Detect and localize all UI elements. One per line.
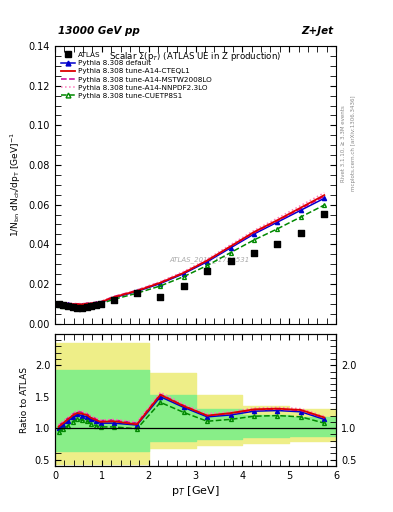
Text: mcplots.cern.ch [arXiv:1306.3436]: mcplots.cern.ch [arXiv:1306.3436]: [351, 96, 356, 191]
Point: [70, 303, 76, 311]
Point: [181, 282, 187, 290]
Point: [74, 304, 81, 312]
Point: [274, 240, 281, 248]
Text: Rivet 3.1.10, ≥ 3.3M events: Rivet 3.1.10, ≥ 3.3M events: [341, 105, 346, 182]
Point: [60, 301, 66, 309]
Text: ATLAS_2019_I1736531: ATLAS_2019_I1736531: [169, 256, 250, 263]
Point: [97, 300, 104, 308]
Point: [88, 302, 94, 310]
Point: [79, 304, 85, 312]
Text: Scalar $\Sigma$(p$_T$) (ATLAS UE in Z production): Scalar $\Sigma$(p$_T$) (ATLAS UE in Z pr…: [109, 50, 282, 63]
Point: [298, 229, 304, 238]
Point: [157, 293, 163, 301]
Point: [110, 295, 117, 304]
Point: [204, 267, 210, 275]
Point: [93, 301, 99, 309]
Point: [134, 289, 140, 297]
Text: Z+Jet: Z+Jet: [301, 27, 333, 36]
Text: 13000 GeV pp: 13000 GeV pp: [58, 27, 140, 36]
Point: [228, 257, 234, 265]
Point: [251, 249, 257, 258]
Point: [55, 300, 62, 308]
Point: [83, 303, 90, 311]
Y-axis label: Ratio to ATLAS: Ratio to ATLAS: [20, 367, 29, 433]
Point: [65, 302, 71, 310]
Y-axis label: 1/N$_{\mathsf{bn}}$ dN$_{\mathsf{ch}}$/dp$_{\mathsf{T}}$ [GeV]$^{-1}$: 1/N$_{\mathsf{bn}}$ dN$_{\mathsf{ch}}$/d…: [9, 132, 23, 237]
Legend: ATLAS, Pythia 8.308 default, Pythia 8.308 tune-A14-CTEQL1, Pythia 8.308 tune-A14: ATLAS, Pythia 8.308 default, Pythia 8.30…: [59, 50, 214, 101]
X-axis label: p$_T$ [GeV]: p$_T$ [GeV]: [171, 483, 220, 498]
Point: [321, 209, 327, 218]
